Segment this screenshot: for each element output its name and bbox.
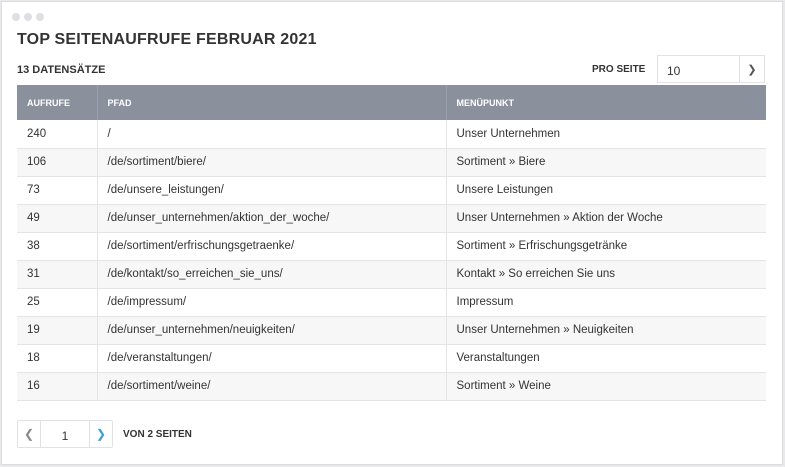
table-row[interactable]: 25/de/impressum/Impressum [17, 288, 766, 317]
cell-pfad: /de/unsere_leistungen/ [96, 176, 446, 205]
cell-menuepunkt: Sortiment » Erfrischungsgetränke [445, 232, 766, 261]
page-title: TOP SEITENAUFRUFE FEBRUAR 2021 [17, 31, 317, 48]
record-count: 13 DATENSÄTZE [17, 64, 106, 76]
cell-pfad: /de/impressum/ [96, 288, 446, 317]
cell-pfad: /de/sortiment/biere/ [96, 148, 446, 177]
table-row[interactable]: 38/de/sortiment/erfrischungsgetraenke/So… [17, 232, 766, 261]
table-row[interactable]: 106/de/sortiment/biere/Sortiment » Biere [17, 148, 766, 177]
column-header-menuepunkt[interactable]: MENÜPUNKT [445, 85, 766, 120]
window-dot-icon[interactable] [36, 13, 44, 21]
cell-aufrufe: 240 [17, 120, 97, 149]
chevron-left-icon[interactable]: ❮ [18, 421, 41, 447]
cell-menuepunkt: Sortiment » Weine [445, 372, 766, 401]
table-row[interactable]: 31/de/kontakt/so_erreichen_sie_uns/Konta… [17, 260, 766, 289]
per-page-label: PRO SEITE [592, 64, 646, 75]
cell-menuepunkt: Unsere Leistungen [445, 176, 766, 205]
cell-menuepunkt: Veranstaltungen [445, 344, 766, 373]
cell-aufrufe: 31 [17, 260, 97, 289]
chevron-right-icon[interactable]: ❯ [89, 421, 112, 447]
cell-aufrufe: 16 [17, 372, 97, 401]
table-row[interactable]: 240/Unser Unternehmen [17, 120, 766, 149]
page-views-table: AUFRUFE PFAD MENÜPUNKT 240/Unser Unterne… [17, 85, 766, 401]
cell-aufrufe: 25 [17, 288, 97, 317]
window-dot-icon[interactable] [24, 13, 32, 21]
cell-pfad: /de/unser_unternehmen/neuigkeiten/ [96, 316, 446, 345]
cell-pfad: / [96, 120, 446, 149]
cell-menuepunkt: Unser Unternehmen [445, 120, 766, 149]
cell-pfad: /de/kontakt/so_erreichen_sie_uns/ [96, 260, 446, 289]
table-header-row: AUFRUFE PFAD MENÜPUNKT [17, 85, 766, 120]
table-row[interactable]: 19/de/unser_unternehmen/neuigkeiten/Unse… [17, 316, 766, 345]
table-row[interactable]: 73/de/unsere_leistungen/Unsere Leistunge… [17, 176, 766, 205]
cell-menuepunkt: Sortiment » Biere [445, 148, 766, 177]
table-row[interactable]: 49/de/unser_unternehmen/aktion_der_woche… [17, 204, 766, 233]
table-row[interactable]: 16/de/sortiment/weine/Sortiment » Weine [17, 372, 766, 401]
chevron-down-icon[interactable]: ❯ [739, 56, 764, 82]
cell-aufrufe: 106 [17, 148, 97, 177]
per-page-value: 10 [667, 64, 681, 78]
cell-pfad: /de/sortiment/erfrischungsgetraenke/ [96, 232, 446, 261]
cell-pfad: /de/veranstaltungen/ [96, 344, 446, 373]
column-header-aufrufe[interactable]: AUFRUFE [17, 85, 97, 120]
table-row[interactable]: 18/de/veranstaltungen/Veranstaltungen [17, 344, 766, 373]
cell-pfad: /de/unser_unternehmen/aktion_der_woche/ [96, 204, 446, 233]
cell-aufrufe: 18 [17, 344, 97, 373]
cell-menuepunkt: Impressum [445, 288, 766, 317]
cell-aufrufe: 73 [17, 176, 97, 205]
column-header-pfad[interactable]: PFAD [96, 85, 446, 120]
cell-menuepunkt: Unser Unternehmen » Neuigkeiten [445, 316, 766, 345]
window-dot-icon[interactable] [12, 13, 20, 21]
per-page-select[interactable]: 10 ❯ [657, 55, 765, 83]
cell-menuepunkt: Unser Unternehmen » Aktion der Woche [445, 204, 766, 233]
cell-aufrufe: 49 [17, 204, 97, 233]
page-total: VON 2 SEITEN [123, 429, 192, 440]
pagination: ❮ 1 ❯ [17, 420, 113, 448]
cell-aufrufe: 38 [17, 232, 97, 261]
cell-aufrufe: 19 [17, 316, 97, 345]
cell-menuepunkt: Kontakt » So erreichen Sie uns [445, 260, 766, 289]
page-input[interactable]: 1 [61, 429, 69, 443]
cell-pfad: /de/sortiment/weine/ [96, 372, 446, 401]
window-controls [12, 13, 44, 21]
